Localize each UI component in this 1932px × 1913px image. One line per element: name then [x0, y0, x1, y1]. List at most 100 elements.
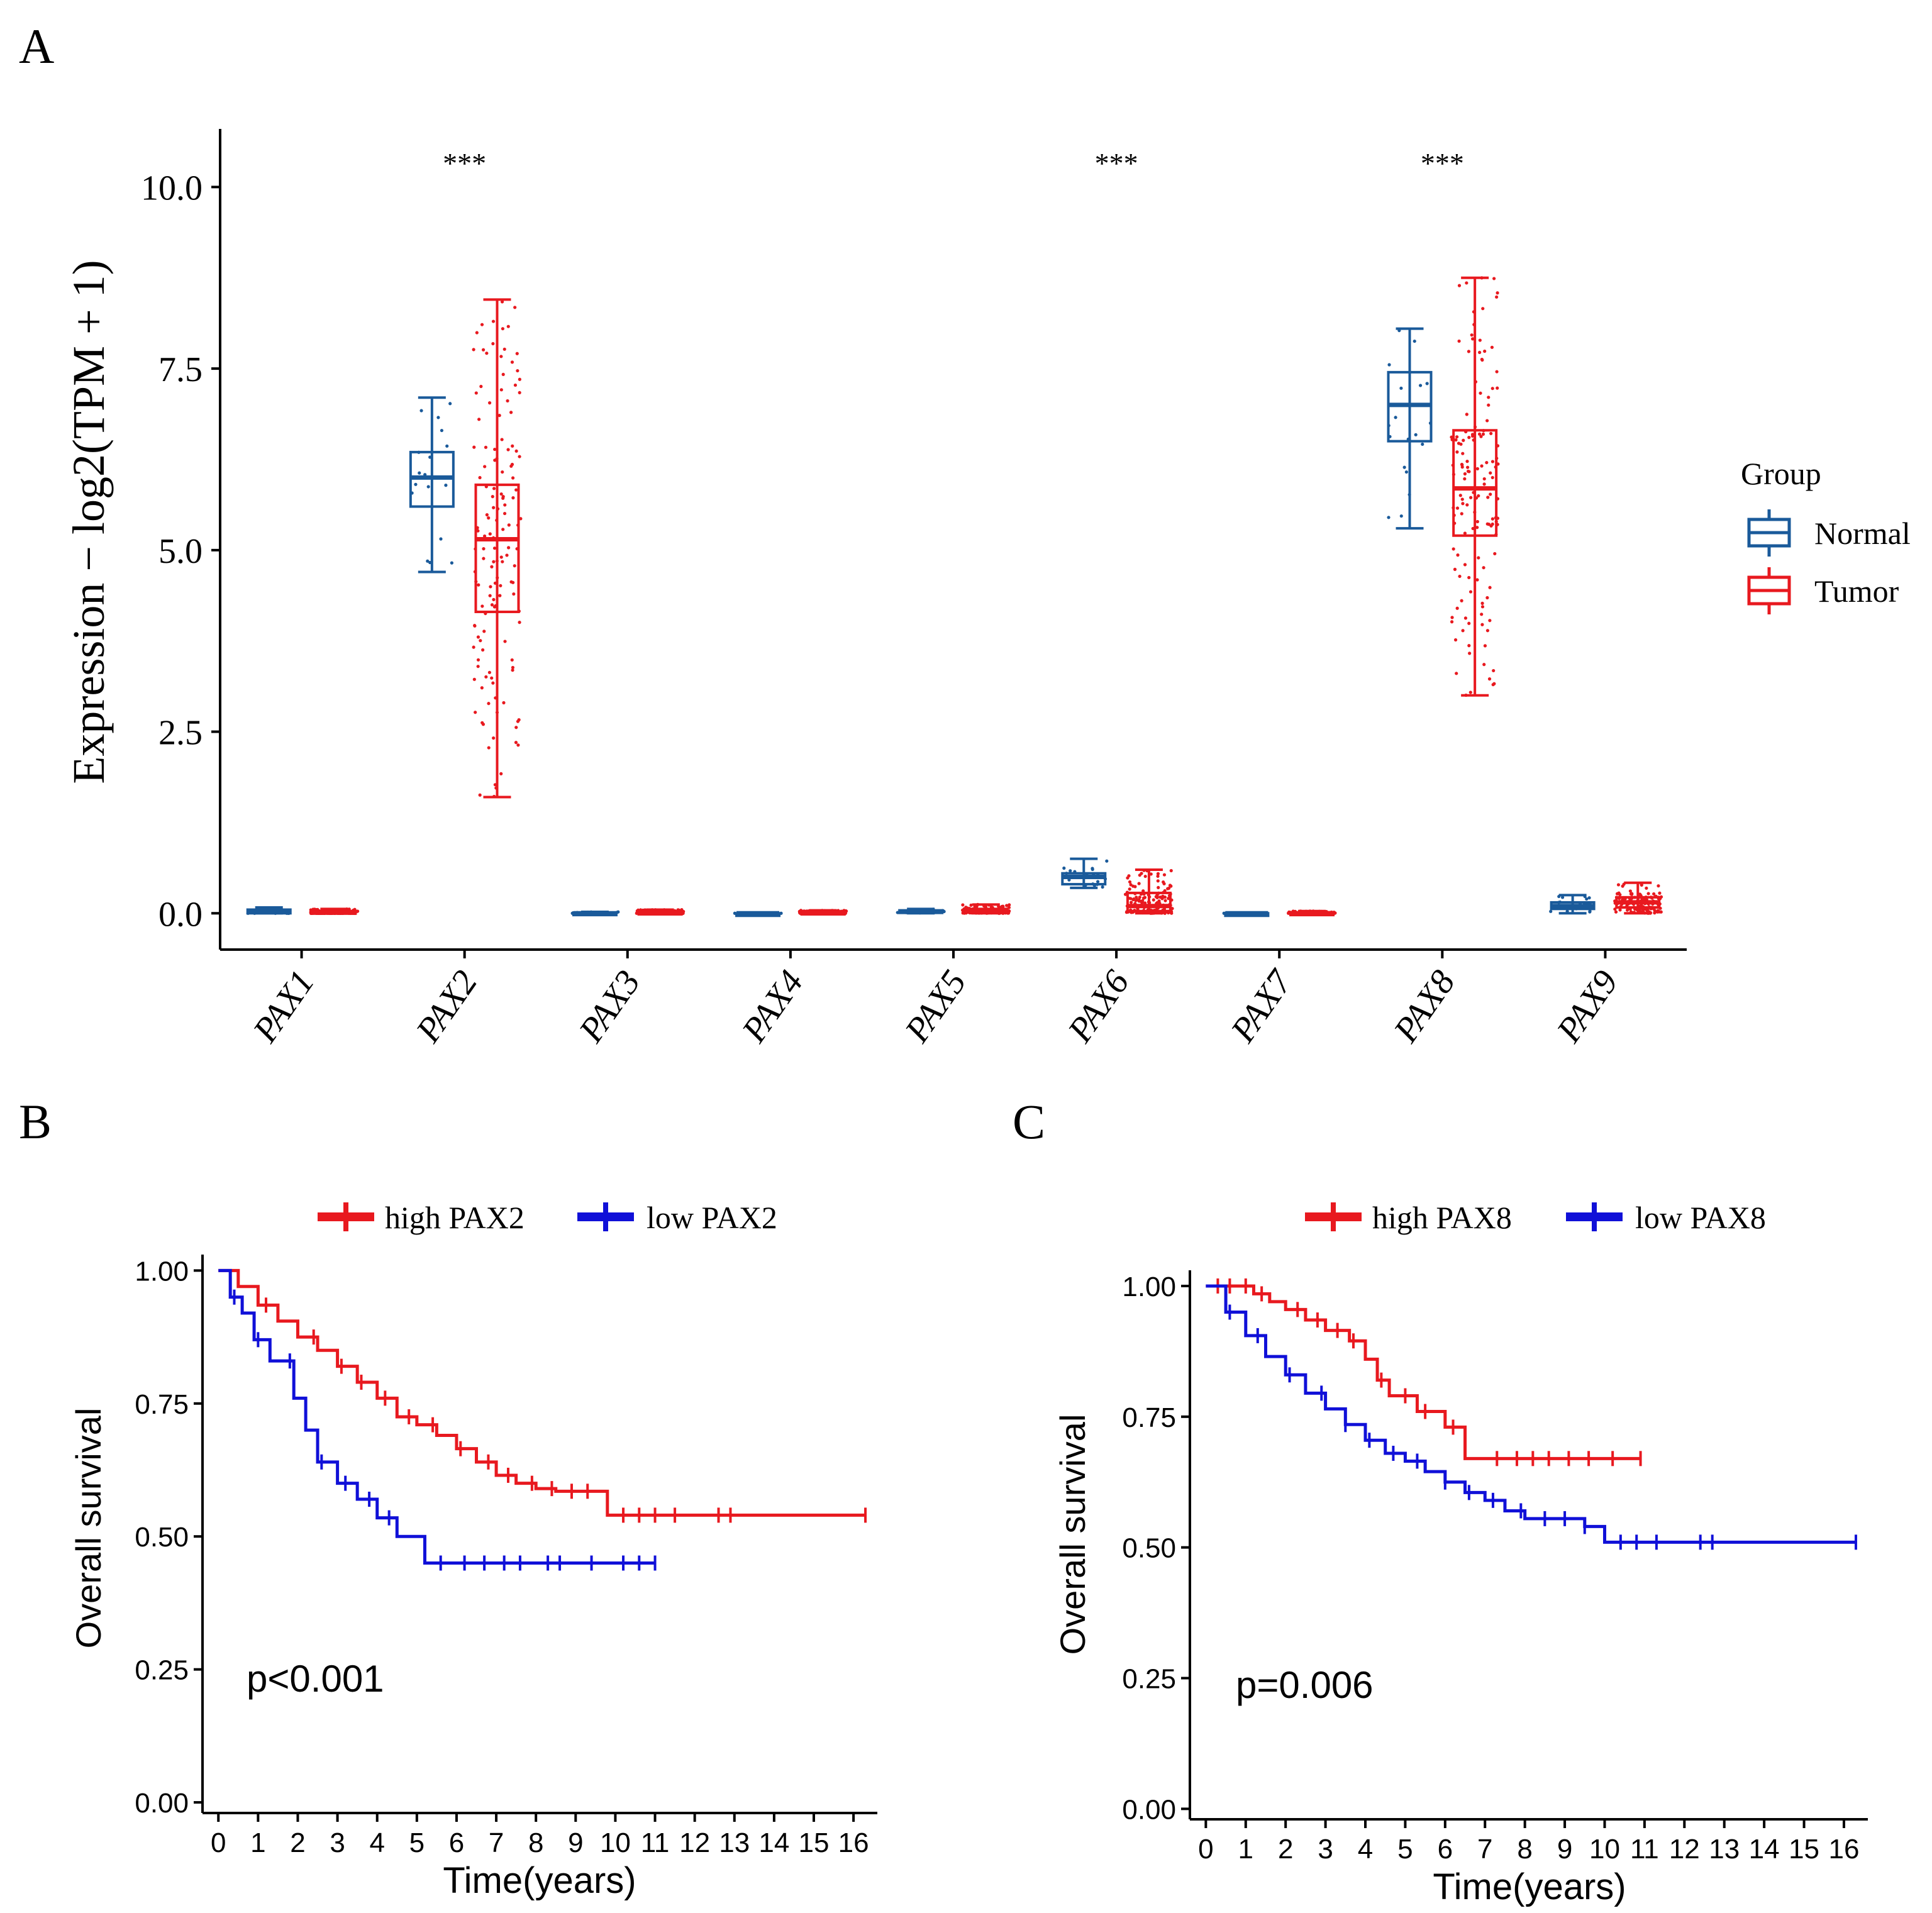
- data-point: [501, 438, 504, 441]
- significance-mark: ***: [1095, 147, 1138, 179]
- x-tick-label: 13: [719, 1827, 750, 1858]
- box-normal-pax5: [896, 907, 946, 914]
- data-point: [1162, 880, 1165, 884]
- data-point: [444, 484, 447, 487]
- data-point: [1657, 884, 1660, 887]
- data-point: [1488, 619, 1491, 622]
- x-tick-label: 9: [1557, 1834, 1572, 1865]
- y-tick-label: 0.50: [1122, 1533, 1176, 1564]
- data-point: [1476, 467, 1479, 470]
- data-point: [1466, 466, 1469, 469]
- data-point: [1163, 899, 1167, 902]
- data-point: [477, 658, 480, 662]
- data-point: [1467, 622, 1470, 625]
- data-point: [518, 378, 521, 381]
- data-point: [1496, 386, 1499, 389]
- data-point: [1413, 340, 1416, 343]
- data-point: [1461, 502, 1464, 505]
- y-tick-label: 0.50: [135, 1522, 189, 1553]
- data-point: [518, 455, 521, 458]
- data-point: [492, 736, 495, 740]
- data-point: [1465, 503, 1468, 506]
- y-tick-label: 10.0: [141, 169, 203, 208]
- data-point: [479, 794, 482, 797]
- data-point: [505, 553, 508, 557]
- box-tumor-pax8: [1450, 276, 1499, 697]
- data-point: [1481, 605, 1484, 608]
- data-point: [1489, 524, 1492, 528]
- data-point: [1486, 629, 1489, 632]
- data-point: [514, 384, 517, 387]
- data-point: [1163, 896, 1167, 899]
- panel-label-c: C: [1013, 1094, 1045, 1149]
- data-point: [1405, 470, 1408, 474]
- data-point: [516, 369, 519, 372]
- data-point: [1457, 441, 1460, 445]
- x-axis-label: Time(years): [443, 1860, 636, 1901]
- x-tick-label: PAX4: [734, 963, 811, 1050]
- data-point: [1493, 552, 1496, 555]
- data-point: [506, 448, 509, 451]
- data-point: [487, 516, 490, 519]
- data-point: [487, 746, 491, 749]
- data-point: [1481, 307, 1484, 310]
- data-point: [450, 562, 453, 565]
- x-tick-label: 4: [1358, 1834, 1373, 1865]
- data-point: [1421, 443, 1424, 446]
- data-point: [1414, 433, 1418, 436]
- data-point: [1450, 616, 1453, 619]
- data-point: [491, 342, 494, 345]
- data-point: [1452, 547, 1455, 550]
- y-tick-label: 5.0: [158, 532, 203, 571]
- x-tick-label: PAX8: [1386, 963, 1463, 1050]
- legend-label-low-pax8: low PAX8: [1635, 1200, 1766, 1235]
- data-point: [1069, 869, 1072, 872]
- x-tick-label: 2: [290, 1827, 305, 1858]
- p-value: p<0.001: [247, 1658, 384, 1700]
- data-point: [1133, 885, 1136, 888]
- data-point: [1101, 885, 1104, 889]
- data-point: [1478, 433, 1481, 436]
- data-point: [1621, 885, 1624, 888]
- y-tick-label: 2.5: [158, 714, 203, 753]
- x-tick-label: PAX3: [571, 963, 648, 1050]
- y-axis-label: Overall survival: [1053, 1414, 1092, 1655]
- data-point: [1403, 466, 1406, 469]
- legend-key-tumor: [1749, 567, 1789, 614]
- data-point: [484, 446, 487, 449]
- box-tumor-pax6: [1124, 869, 1174, 915]
- data-point: [499, 772, 502, 775]
- data-point: [436, 416, 440, 419]
- data-point: [1617, 892, 1620, 895]
- data-point: [514, 488, 518, 491]
- x-tick-label: 1: [1238, 1834, 1253, 1865]
- data-point: [1484, 644, 1487, 647]
- x-tick-label: PAX1: [245, 963, 322, 1050]
- x-tick-label: 4: [369, 1827, 384, 1858]
- data-point: [1158, 896, 1162, 899]
- data-point: [961, 903, 964, 906]
- x-tick-label: 1: [250, 1827, 265, 1858]
- data-point: [511, 658, 514, 662]
- data-point: [1485, 596, 1489, 599]
- data-point: [516, 352, 519, 355]
- legend-label-low-pax2: low PAX2: [647, 1200, 777, 1235]
- data-point: [511, 476, 514, 479]
- data-point: [1475, 578, 1479, 581]
- data-point: [1461, 452, 1464, 455]
- data-point: [1480, 464, 1483, 467]
- data-point: [1096, 880, 1099, 883]
- data-point: [501, 470, 504, 474]
- box-tumor-pax5: [961, 903, 1011, 915]
- data-point: [514, 726, 518, 729]
- data-point: [1128, 887, 1131, 890]
- box-normal-pax9: [1549, 895, 1594, 914]
- p-value: p=0.006: [1236, 1664, 1374, 1706]
- data-point: [1091, 867, 1094, 870]
- x-tick-label: 10: [1589, 1834, 1620, 1865]
- data-point: [499, 355, 502, 358]
- y-tick-label: 1.00: [135, 1256, 189, 1287]
- data-point: [513, 564, 516, 567]
- data-point: [1491, 387, 1494, 390]
- data-point: [484, 675, 487, 679]
